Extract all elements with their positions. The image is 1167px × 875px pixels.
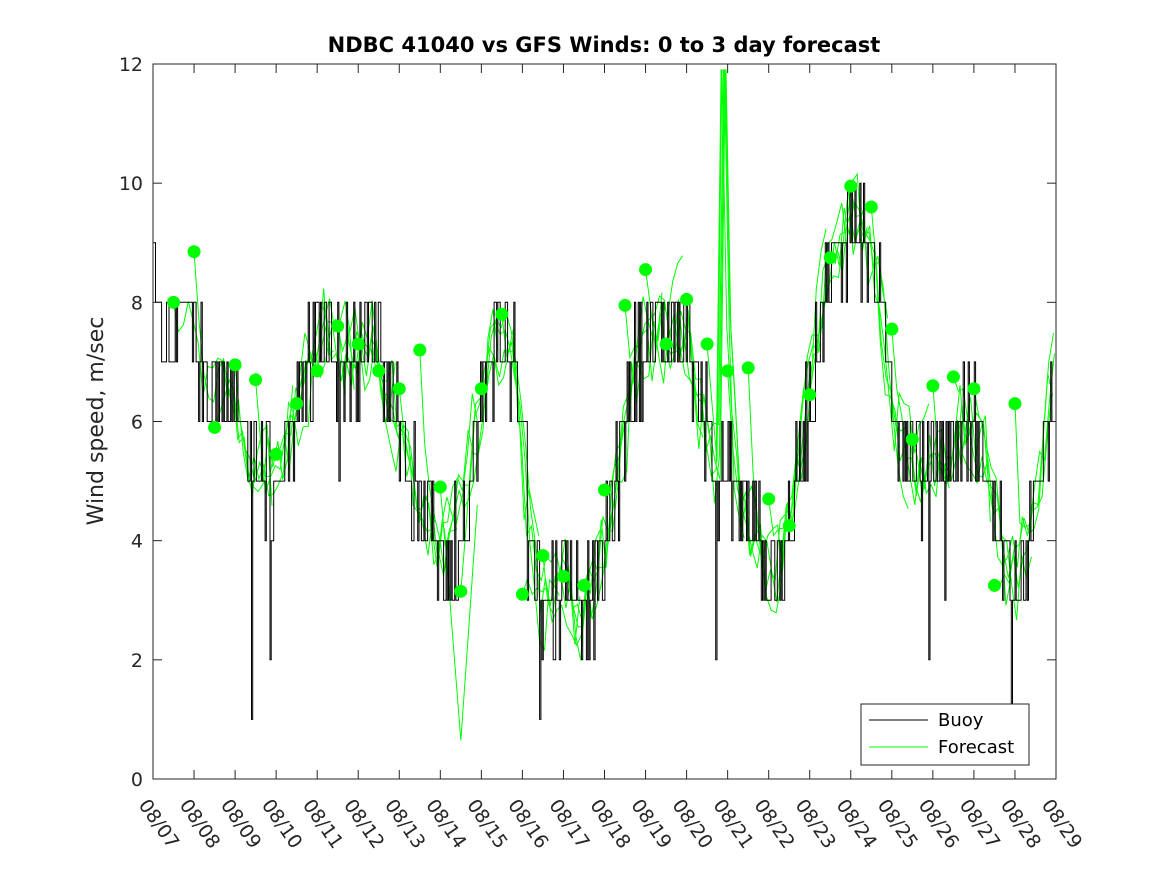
- forecast-marker-11: [392, 382, 406, 396]
- y-tick-label-4: 8: [131, 292, 143, 314]
- forecast-marker-22: [618, 298, 632, 312]
- forecast-marker-24: [659, 337, 673, 351]
- y-axis-label: Wind speed, m/sec: [84, 317, 109, 526]
- forecast-line-10: [378, 370, 478, 563]
- forecast-marker-14: [454, 584, 468, 598]
- forecast-marker-19: [556, 569, 570, 583]
- chart-title: NDBC 41040 vs GFS Winds: 0 to 3 day fore…: [328, 33, 881, 57]
- forecast-marker-36: [905, 432, 919, 446]
- forecast-marker-0: [167, 295, 181, 309]
- forecast-marker-27: [721, 364, 735, 378]
- forecast-marker-16: [495, 307, 509, 321]
- forecast-line-25: [686, 69, 786, 592]
- forecast-line-13: [439, 346, 540, 547]
- forecast-marker-31: [803, 388, 817, 402]
- forecast-marker-21: [598, 483, 611, 497]
- forecast-marker-13: [433, 480, 447, 494]
- forecast-line-33: [850, 186, 950, 505]
- forecast-marker-23: [639, 263, 653, 277]
- forecast-marker-29: [762, 492, 776, 506]
- forecast-marker-40: [987, 578, 1001, 592]
- forecast-marker-5: [269, 447, 283, 461]
- forecast-marker-3: [228, 358, 242, 372]
- forecast-marker-34: [864, 200, 878, 214]
- forecast-marker-10: [372, 364, 386, 378]
- forecast-marker-33: [844, 179, 858, 193]
- forecast-marker-18: [536, 549, 550, 563]
- y-tick-label-0: 0: [131, 769, 143, 791]
- forecast-line-41: [1014, 353, 1055, 529]
- y-tick-label-5: 10: [119, 173, 143, 195]
- y-tick-label-6: 12: [119, 54, 143, 76]
- buoy-line: [153, 182, 1056, 720]
- y-tick-label-3: 6: [131, 412, 143, 434]
- forecast-marker-7: [310, 364, 324, 378]
- forecast-marker-38: [946, 370, 960, 384]
- forecast-marker-26: [700, 337, 714, 351]
- forecast-marker-41: [1008, 397, 1022, 411]
- forecast-marker-25: [680, 292, 694, 306]
- forecast-marker-12: [413, 343, 427, 357]
- forecast-marker-39: [967, 382, 981, 396]
- forecast-marker-17: [515, 587, 529, 601]
- legend: Buoy Forecast: [860, 703, 1030, 766]
- forecast-marker-35: [885, 322, 899, 336]
- forecast-marker-15: [474, 382, 488, 396]
- forecast-marker-2: [208, 420, 222, 434]
- y-tick-label-2: 4: [131, 531, 143, 553]
- forecast-marker-20: [577, 578, 591, 592]
- forecast-marker-9: [351, 337, 365, 351]
- y-axis-ticks: 0 2 4 6 8 10 12: [119, 54, 1056, 791]
- forecast-line-5: [275, 300, 376, 461]
- forecast-marker-1: [187, 245, 201, 259]
- forecast-marker-28: [741, 361, 755, 375]
- forecast-marker-4: [249, 373, 263, 387]
- forecast-marker-37: [926, 379, 940, 393]
- legend-forecast-label: Forecast: [938, 737, 1014, 758]
- buoy-trace: [153, 182, 1056, 720]
- forecast-marker-6: [290, 397, 304, 411]
- forecast-markers: [167, 179, 1022, 601]
- legend-box: [860, 703, 1030, 766]
- forecast-line-11: [398, 309, 499, 576]
- y-tick-label-1: 2: [131, 650, 143, 672]
- forecast-marker-32: [823, 251, 837, 265]
- forecast-marker-8: [331, 319, 345, 333]
- legend-buoy-label: Buoy: [938, 710, 984, 731]
- forecast-marker-30: [782, 519, 796, 533]
